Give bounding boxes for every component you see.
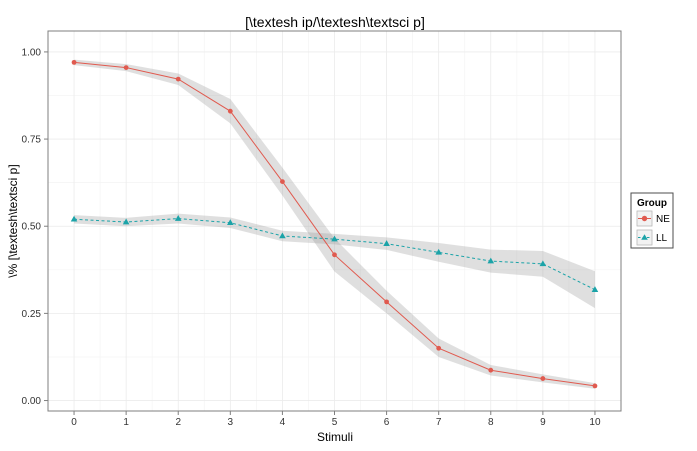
grid-lines [48,31,621,411]
x-tick-label: 5 [332,417,338,428]
chart-title: [\textesh ip/\textesh\textsci p] [245,14,425,30]
x-tick-label: 0 [71,417,77,428]
x-axis-ticks: 0 1 2 3 4 5 6 7 8 9 10 [71,411,601,428]
data-point-ll [122,218,130,225]
y-tick-label: 0.50 [22,222,42,233]
y-axis-ticks: 0.00 0.25 0.50 0.75 1.00 [22,47,48,407]
x-tick-label: 3 [228,417,234,428]
data-point-ne [332,252,337,258]
y-tick-label: 1.00 [22,47,42,58]
data-point-ll [383,240,390,246]
y-tick-label: 0.00 [22,396,42,407]
x-axis-title: Stimuli [317,430,353,444]
x-tick-label: 4 [280,417,286,428]
data-point-ll [435,248,442,255]
x-tick-label: 2 [175,417,181,428]
legend-point-ll [641,234,648,240]
legend: Group NE LL [630,192,674,249]
data-point-ne [175,76,181,82]
data-point-ne [227,108,233,114]
data-point-ne [384,299,389,305]
data-point-ll [174,215,182,221]
data-point-ll [331,235,338,242]
series-points [70,59,599,389]
data-point-ne [592,383,598,389]
data-point-ll [591,286,599,292]
legend-label-ne: NE [656,214,670,225]
data-point-ll [279,232,286,239]
data-point-ll [227,219,234,226]
data-point-ne [123,65,129,71]
x-tick-label: 7 [436,417,442,428]
data-point-ll [487,257,495,264]
data-point-ne [540,376,546,381]
data-point-ne [280,179,285,185]
data-point-ll [539,260,547,267]
x-tick-label: 1 [123,417,129,428]
data-point-ne [71,59,77,65]
y-tick-label: 0.75 [22,135,42,146]
legend-title: Group [637,198,667,209]
x-tick-label: 6 [384,417,390,428]
legend-point-ne [641,215,648,222]
x-tick-label: 9 [540,417,546,428]
data-point-ne [436,345,442,351]
y-tick-label: 0.25 [22,309,42,320]
data-point-ll [70,215,78,222]
plot-area [47,30,622,412]
y-axis-title: \% [\textesh\textsci p] [6,164,20,277]
x-tick-label: 8 [488,417,494,428]
legend-label-ll: LL [656,233,668,244]
data-point-ne [488,367,494,373]
x-tick-label: 10 [589,417,601,428]
